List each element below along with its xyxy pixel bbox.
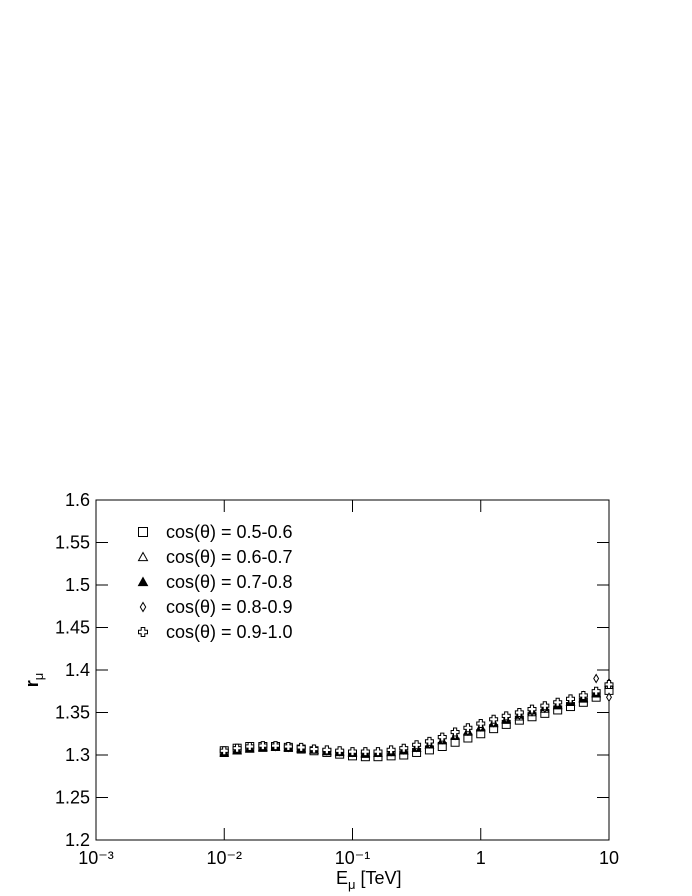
legend-marker <box>137 576 149 587</box>
data-point <box>540 701 550 711</box>
y-tick-label: 1.2 <box>65 830 90 850</box>
data-point <box>335 746 345 756</box>
data-point <box>296 742 306 752</box>
data-point <box>424 736 434 746</box>
data-point <box>437 732 447 742</box>
x-tick-label: 10⁻¹ <box>335 848 371 868</box>
data-point <box>489 714 499 724</box>
y-tick-label: 1.35 <box>55 703 90 723</box>
y-tick-label: 1.4 <box>65 660 90 680</box>
data-point <box>309 744 319 754</box>
data-point <box>219 746 229 756</box>
y-label-sub: μ <box>31 673 46 681</box>
legend-marker <box>139 601 147 613</box>
data-point <box>604 679 614 689</box>
data-point <box>245 742 255 751</box>
legend-label: cos(θ) = 0.7-0.8 <box>166 572 293 592</box>
x-axis-label: Eμ [TeV] <box>336 868 402 892</box>
y-tick-label: 1.5 <box>65 575 90 595</box>
legend-label: cos(θ) = 0.8-0.9 <box>166 597 293 617</box>
y-tick-label: 1.6 <box>65 490 90 510</box>
legend-label: cos(θ) = 0.5-0.6 <box>166 522 293 542</box>
data-point <box>527 704 537 714</box>
data-point <box>578 691 588 700</box>
data-point <box>283 742 293 751</box>
legend-label: cos(θ) = 0.9-1.0 <box>166 622 293 642</box>
data-point <box>591 686 601 696</box>
legend-marker <box>138 627 148 637</box>
data-point <box>232 743 242 753</box>
data-point <box>399 743 409 753</box>
data-point <box>514 708 524 717</box>
data-point <box>566 694 576 704</box>
x-label-main: E <box>336 868 348 888</box>
y-label-main: r <box>22 680 42 687</box>
data-point <box>553 697 563 707</box>
y-tick-label: 1.25 <box>55 788 90 808</box>
legend-marker <box>137 551 149 562</box>
y-axis-label: rμ <box>22 673 46 688</box>
data-point <box>386 745 396 755</box>
y-tick-label: 1.45 <box>55 618 90 638</box>
data-point <box>373 747 383 757</box>
legend-label: cos(θ) = 0.6-0.7 <box>166 547 293 567</box>
x-tick-label: 10 <box>599 848 619 868</box>
x-tick-label: 10⁻² <box>206 848 242 868</box>
data-point <box>360 747 370 757</box>
y-tick-label: 1.55 <box>55 533 90 553</box>
data-point <box>501 711 511 721</box>
x-label-sub: μ <box>348 877 356 892</box>
data-point <box>322 745 332 755</box>
x-tick-label: 1 <box>476 848 486 868</box>
legend-marker <box>138 527 148 537</box>
data-point <box>593 673 600 684</box>
data-point <box>450 727 460 737</box>
x-tick-label: 10⁻³ <box>78 848 114 868</box>
data-point <box>476 719 486 729</box>
y-tick-label: 1.3 <box>65 745 90 765</box>
x-label-unit: [TeV] <box>361 868 402 888</box>
data-point <box>412 740 422 750</box>
data-point <box>463 723 473 733</box>
data-point <box>348 747 357 757</box>
data-point <box>258 741 268 751</box>
data-point <box>271 741 281 751</box>
data-point <box>606 692 612 703</box>
